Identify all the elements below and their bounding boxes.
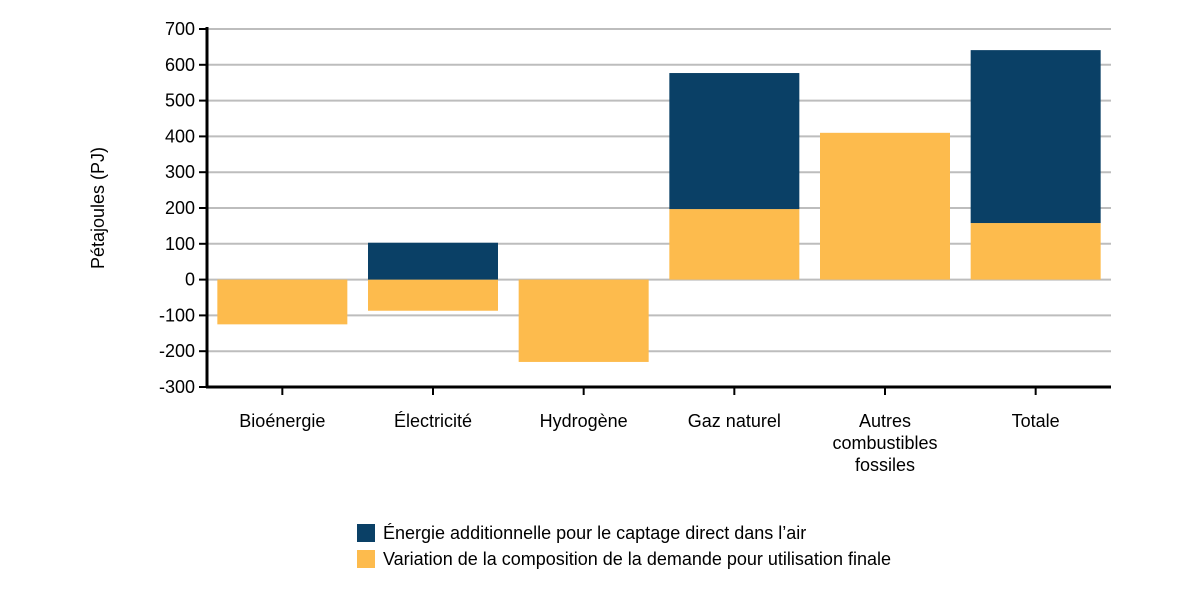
y-tick-label: -200 [159, 341, 195, 361]
bar-dac-1 [368, 242, 498, 280]
bar-demand-1 [368, 279, 498, 311]
bar-demand-2 [518, 279, 649, 362]
legend-item-dac: Énergie additionnelle pour le captage di… [357, 520, 891, 546]
y-tick-label: -100 [159, 305, 195, 325]
y-tick-label: 0 [185, 270, 195, 290]
x-category-label: Autres combustibles fossiles [832, 411, 937, 475]
x-category-label: Bioénergie [239, 411, 325, 431]
x-category-labels: Bioénergie Électricité Hydrogène Gaz nature… [239, 411, 1059, 475]
bar-dac-3 [669, 73, 800, 210]
legend-item-demand: Variation de la composition de la demand… [357, 546, 891, 572]
bar-demand-5 [970, 223, 1101, 280]
y-tick-label: 300 [165, 162, 195, 182]
y-tick-label: 700 [165, 19, 195, 39]
y-tick-labels: 700 600 500 400 300 200 100 0 -100 -200 -300 [159, 19, 195, 397]
gridlines [207, 28, 1111, 353]
axes [199, 27, 1111, 395]
legend: Énergie additionnelle pour le captage di… [357, 520, 891, 572]
legend-swatch-dac [357, 524, 375, 542]
bar-demand-3 [669, 209, 800, 280]
legend-label-dac: Énergie additionnelle pour le captage di… [383, 522, 807, 543]
x-category-label: Totale [1012, 411, 1060, 431]
y-tick-label: 500 [165, 91, 195, 111]
legend-label-demand: Variation de la composition de la demand… [383, 548, 891, 569]
y-tick-label: -300 [159, 377, 195, 397]
legend-swatch-demand [357, 550, 375, 568]
bar-dac-5 [970, 50, 1101, 224]
y-tick-label: 600 [165, 55, 195, 75]
x-category-label: Gaz naturel [688, 411, 781, 431]
bars [217, 50, 1101, 362]
y-tick-label: 200 [165, 198, 195, 218]
bar-demand-0 [217, 279, 348, 325]
x-category-label: Électricité [394, 411, 472, 431]
y-tick-label: 100 [165, 234, 195, 254]
x-category-label: Hydrogène [540, 411, 628, 431]
y-tick-label: 400 [165, 126, 195, 146]
bar-demand-4 [820, 132, 950, 280]
y-axis-title: Pétajoules (PJ) [88, 147, 108, 269]
